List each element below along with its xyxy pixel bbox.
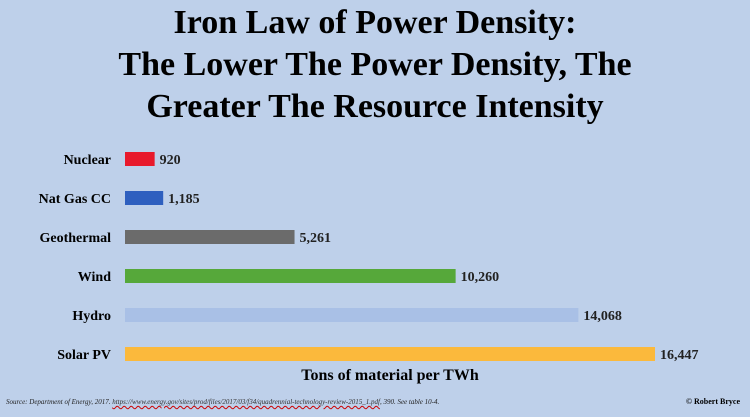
category-label-geothermal: Geothermal — [39, 231, 111, 246]
bar-nat-gas-cc — [125, 191, 164, 205]
source-suffix: , 390. See table 10-4. — [379, 398, 440, 406]
bar-solar-pv — [125, 347, 655, 361]
source-note: Source: Department of Energy, 2017. http… — [6, 398, 439, 406]
category-label-wind: Wind — [78, 270, 111, 285]
value-label-hydro: 14,068 — [583, 309, 622, 324]
category-label-nuclear: Nuclear — [64, 153, 111, 168]
bar-hydro — [125, 308, 579, 322]
value-label-wind: 10,260 — [461, 270, 500, 285]
x-axis-label: Tons of material per TWh — [301, 367, 479, 384]
title-line-3: Greater The Resource Intensity — [146, 88, 604, 125]
value-label-solar-pv: 16,447 — [660, 348, 699, 363]
source-url[interactable]: https://www.energy.gov/sites/prod/files/… — [112, 398, 380, 406]
category-label-solar-pv: Solar PV — [57, 348, 111, 363]
value-label-nuclear: 920 — [160, 153, 181, 168]
copyright: © Robert Bryce — [686, 397, 740, 406]
source-prefix: Source: Department of Energy, 2017. — [6, 398, 113, 406]
category-label-nat-gas-cc: Nat Gas CC — [39, 192, 111, 207]
bar-geothermal — [125, 230, 295, 244]
bar-nuclear — [125, 152, 155, 166]
title-line-1: Iron Law of Power Density: — [173, 4, 577, 41]
bar-wind — [125, 269, 456, 283]
category-label-hydro: Hydro — [72, 309, 111, 324]
value-label-geothermal: 5,261 — [300, 231, 332, 246]
value-label-nat-gas-cc: 1,185 — [168, 192, 200, 207]
title-line-2: The Lower The Power Density, The — [118, 46, 632, 83]
